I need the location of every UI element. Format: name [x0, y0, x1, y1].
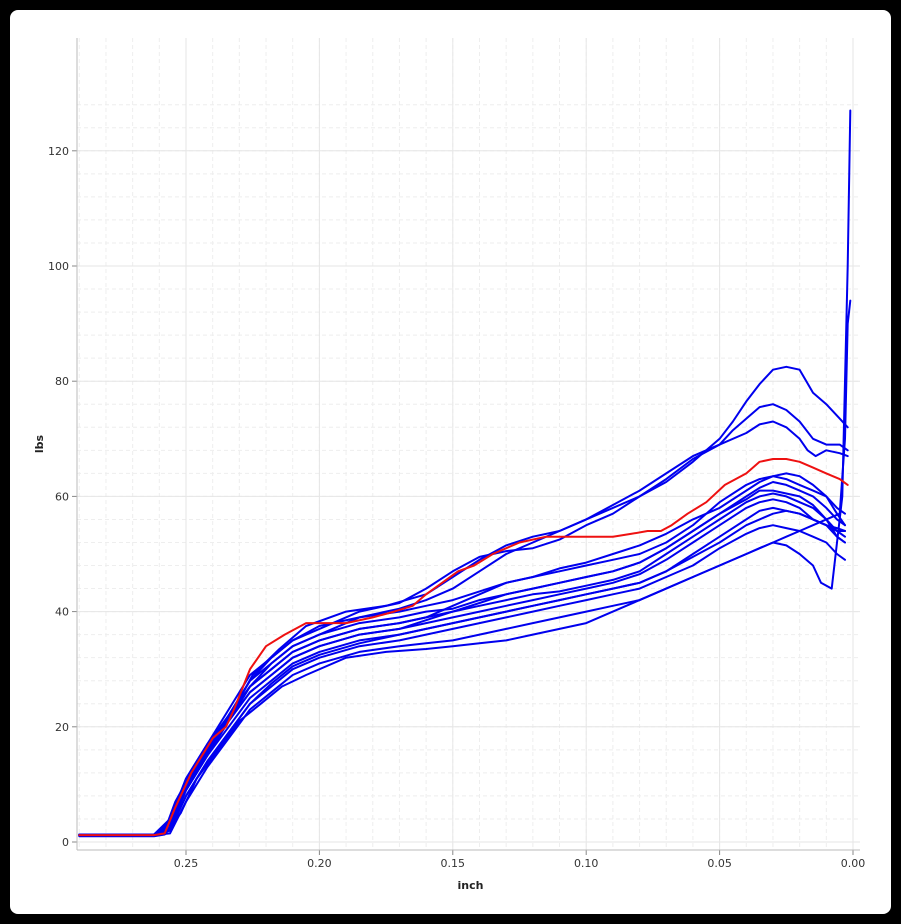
y-tick-label: 20 — [55, 721, 69, 734]
y-tick-labels: 0 20 40 60 80 100 120 — [48, 145, 69, 849]
axes — [72, 38, 860, 855]
x-tick-label: 0.20 — [307, 857, 332, 870]
x-axis-title: inch — [458, 879, 484, 892]
y-axis-title: lbs — [33, 434, 46, 453]
series-lines — [78, 109, 852, 838]
series-line-15 — [78, 509, 846, 837]
series-line-14 — [78, 472, 846, 836]
y-tick-label: 0 — [62, 836, 69, 849]
y-tick-label: 100 — [48, 260, 69, 273]
x-tick-label: 0.05 — [707, 857, 732, 870]
chart-panel: 0.25 0.20 0.15 0.10 0.05 0.00 0 20 40 60 80 100 120… — [10, 10, 891, 914]
major-gridlines — [77, 38, 860, 850]
x-tick-label: 0.00 — [841, 857, 866, 870]
series-line-4 — [78, 458, 849, 837]
y-tick-label: 80 — [55, 375, 69, 388]
y-tick-label: 60 — [55, 490, 69, 503]
series-line-13 — [78, 489, 846, 837]
y-tick-label: 120 — [48, 145, 69, 158]
line-chart: 0.25 0.20 0.15 0.10 0.05 0.00 0 20 40 60 80 100 120… — [33, 38, 866, 892]
minor-gridlines — [77, 38, 860, 850]
x-tick-label: 0.15 — [441, 857, 466, 870]
x-tick-label: 0.10 — [574, 857, 599, 870]
y-tick-label: 40 — [55, 606, 69, 619]
series-line-12 — [78, 109, 852, 838]
x-tick-label: 0.25 — [174, 857, 199, 870]
x-tick-labels: 0.25 0.20 0.15 0.10 0.05 0.00 — [174, 857, 866, 870]
series-line-7 — [78, 492, 846, 837]
